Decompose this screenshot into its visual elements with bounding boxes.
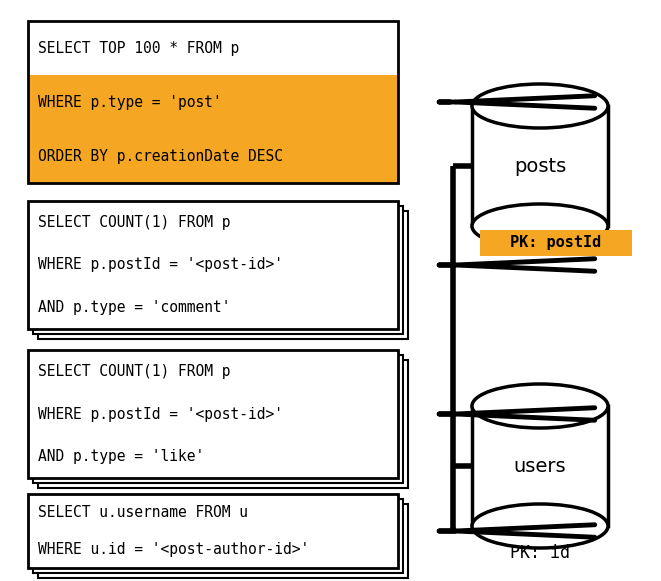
Text: WHERE p.postId = '<post-id>': WHERE p.postId = '<post-id>' <box>38 257 283 272</box>
Bar <box>28 494 398 568</box>
Bar <box>33 206 403 334</box>
Text: PK: id: PK: id <box>510 544 570 562</box>
Text: ORDER BY p.creationDate DESC: ORDER BY p.creationDate DESC <box>38 149 283 163</box>
Bar <box>28 21 398 183</box>
Bar <box>38 360 408 488</box>
Bar <box>480 230 632 256</box>
Text: SELECT u.username FROM u: SELECT u.username FROM u <box>38 505 248 520</box>
Text: AND p.type = 'like': AND p.type = 'like' <box>38 449 204 464</box>
Bar <box>33 355 403 483</box>
Bar <box>33 499 403 573</box>
Bar <box>28 129 398 183</box>
Text: WHERE u.id = '<post-author-id>': WHERE u.id = '<post-author-id>' <box>38 542 309 557</box>
Bar <box>28 350 398 478</box>
Bar <box>38 504 408 578</box>
Bar <box>28 494 398 568</box>
Text: SELECT TOP 100 * FROM p: SELECT TOP 100 * FROM p <box>38 41 239 56</box>
Ellipse shape <box>472 204 608 248</box>
Bar <box>28 21 398 183</box>
Ellipse shape <box>472 384 608 428</box>
Bar <box>28 350 398 478</box>
Text: AND p.type = 'comment': AND p.type = 'comment' <box>38 300 231 315</box>
Bar <box>28 201 398 329</box>
Ellipse shape <box>472 504 608 548</box>
Bar <box>28 75 398 129</box>
Bar <box>472 106 608 226</box>
Text: WHERE p.type = 'post': WHERE p.type = 'post' <box>38 95 221 109</box>
Bar <box>38 211 408 339</box>
Text: SELECT COUNT(1) FROM p: SELECT COUNT(1) FROM p <box>38 215 231 230</box>
Ellipse shape <box>472 84 608 128</box>
Bar <box>28 201 398 329</box>
Text: posts: posts <box>514 156 566 175</box>
Text: SELECT COUNT(1) FROM p: SELECT COUNT(1) FROM p <box>38 364 231 379</box>
Bar <box>472 406 608 526</box>
Text: users: users <box>514 457 566 475</box>
Text: WHERE p.postId = '<post-id>': WHERE p.postId = '<post-id>' <box>38 407 283 421</box>
Text: PK: postId: PK: postId <box>510 235 602 250</box>
